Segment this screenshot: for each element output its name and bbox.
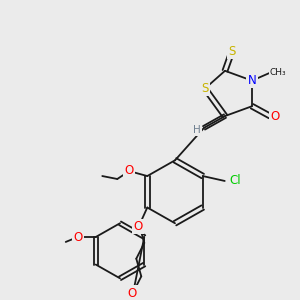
Text: S: S [228, 45, 236, 58]
Text: H: H [193, 125, 201, 135]
Text: N: N [248, 74, 256, 87]
Text: O: O [128, 286, 137, 300]
Text: O: O [73, 230, 83, 244]
Text: O: O [270, 110, 280, 122]
Text: O: O [125, 164, 134, 177]
Text: CH₃: CH₃ [270, 68, 286, 77]
Text: O: O [134, 220, 143, 233]
Text: Cl: Cl [229, 175, 241, 188]
Text: S: S [201, 82, 209, 95]
